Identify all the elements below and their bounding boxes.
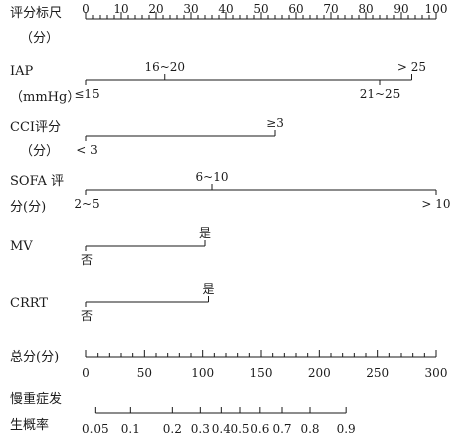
total-tick-label: 150 bbox=[250, 366, 273, 380]
row-label-iap-1: IAP bbox=[10, 64, 34, 79]
row-label-cci-2: （分） bbox=[20, 144, 59, 159]
total-tick-label: 50 bbox=[137, 366, 152, 380]
row-label-total-1: 总分(分) bbox=[10, 350, 59, 365]
total-tick-label: 200 bbox=[308, 366, 331, 380]
total-tick-label: 300 bbox=[425, 366, 448, 380]
row-label-sofa-2: 分(分) bbox=[10, 200, 46, 215]
sofa-level-label: > 10 bbox=[421, 197, 450, 211]
points-tick-label: 100 bbox=[425, 2, 448, 16]
row-labels: 评分标尺 （分） IAP （mmHg） CCI评分 （分） SOFA 评分(分) MV CRRT… bbox=[10, 6, 80, 433]
iap-level-label: 21~25 bbox=[360, 87, 401, 101]
prob-tick-label: 0.8 bbox=[300, 422, 319, 436]
points-tick-label: 60 bbox=[288, 2, 303, 16]
mv-level-label: 是 bbox=[199, 226, 211, 240]
row-label-iap-2: （mmHg） bbox=[10, 90, 80, 105]
prob-tick-label: 0.05 bbox=[82, 422, 109, 436]
points-tick-label: 50 bbox=[253, 2, 268, 16]
points-tick-label: 30 bbox=[183, 2, 198, 16]
row-label-cci-1: CCI评分 bbox=[10, 120, 61, 135]
row-label-mv-1: MV bbox=[10, 239, 33, 254]
prob-tick-label: 0.6 bbox=[250, 422, 269, 436]
prob-tick-label: 0.1 bbox=[121, 422, 140, 436]
cci-level-label: < 3 bbox=[76, 143, 98, 157]
points-tick-label: 40 bbox=[218, 2, 233, 16]
total-tick-label: 100 bbox=[191, 366, 214, 380]
total-tick-label: 0 bbox=[82, 366, 90, 380]
row-label-prob-2: 生概率 bbox=[10, 417, 49, 433]
cci-level-label: ≥3 bbox=[266, 116, 284, 130]
total-tick-label: 250 bbox=[366, 366, 389, 380]
points-tick-label: 20 bbox=[148, 2, 163, 16]
axes: 0 10 20 30 40 50 60 70 80 90 100 ≤15 16~20 21~25 > 25 <… bbox=[74, 2, 450, 436]
iap-level-label: > 25 bbox=[397, 60, 426, 74]
points-tick-label: 10 bbox=[113, 2, 128, 16]
prob-tick-label: 0.3 bbox=[191, 422, 210, 436]
row-label-sofa-1: SOFA 评 bbox=[10, 174, 64, 189]
prob-tick-label: 0.5 bbox=[230, 422, 249, 436]
points-tick-label: 80 bbox=[358, 2, 373, 16]
crrt-level-label: 是 bbox=[202, 282, 214, 296]
prob-tick-label: 0.7 bbox=[272, 422, 291, 436]
prob-tick-label: 0.9 bbox=[337, 422, 356, 436]
points-tick-label: 0 bbox=[82, 2, 90, 16]
row-label-points-1: 评分标尺 bbox=[10, 6, 62, 21]
mv-level-label: 否 bbox=[81, 253, 93, 267]
prob-tick-label: 0.4 bbox=[212, 422, 231, 436]
sofa-level-label: 2~5 bbox=[74, 197, 99, 211]
row-label-prob-1: 慢重症发 bbox=[10, 391, 62, 407]
points-tick-label: 70 bbox=[323, 2, 338, 16]
sofa-level-label: 6~10 bbox=[196, 170, 229, 184]
prob-tick-label: 0.2 bbox=[163, 422, 182, 436]
iap-level-label: ≤15 bbox=[74, 87, 99, 101]
crrt-level-label: 否 bbox=[81, 309, 93, 323]
row-label-points-2: （分） bbox=[20, 31, 59, 46]
points-tick-label: 90 bbox=[393, 2, 408, 16]
row-label-crrt-1: CRRT bbox=[10, 296, 48, 311]
iap-level-label: 16~20 bbox=[144, 60, 185, 74]
